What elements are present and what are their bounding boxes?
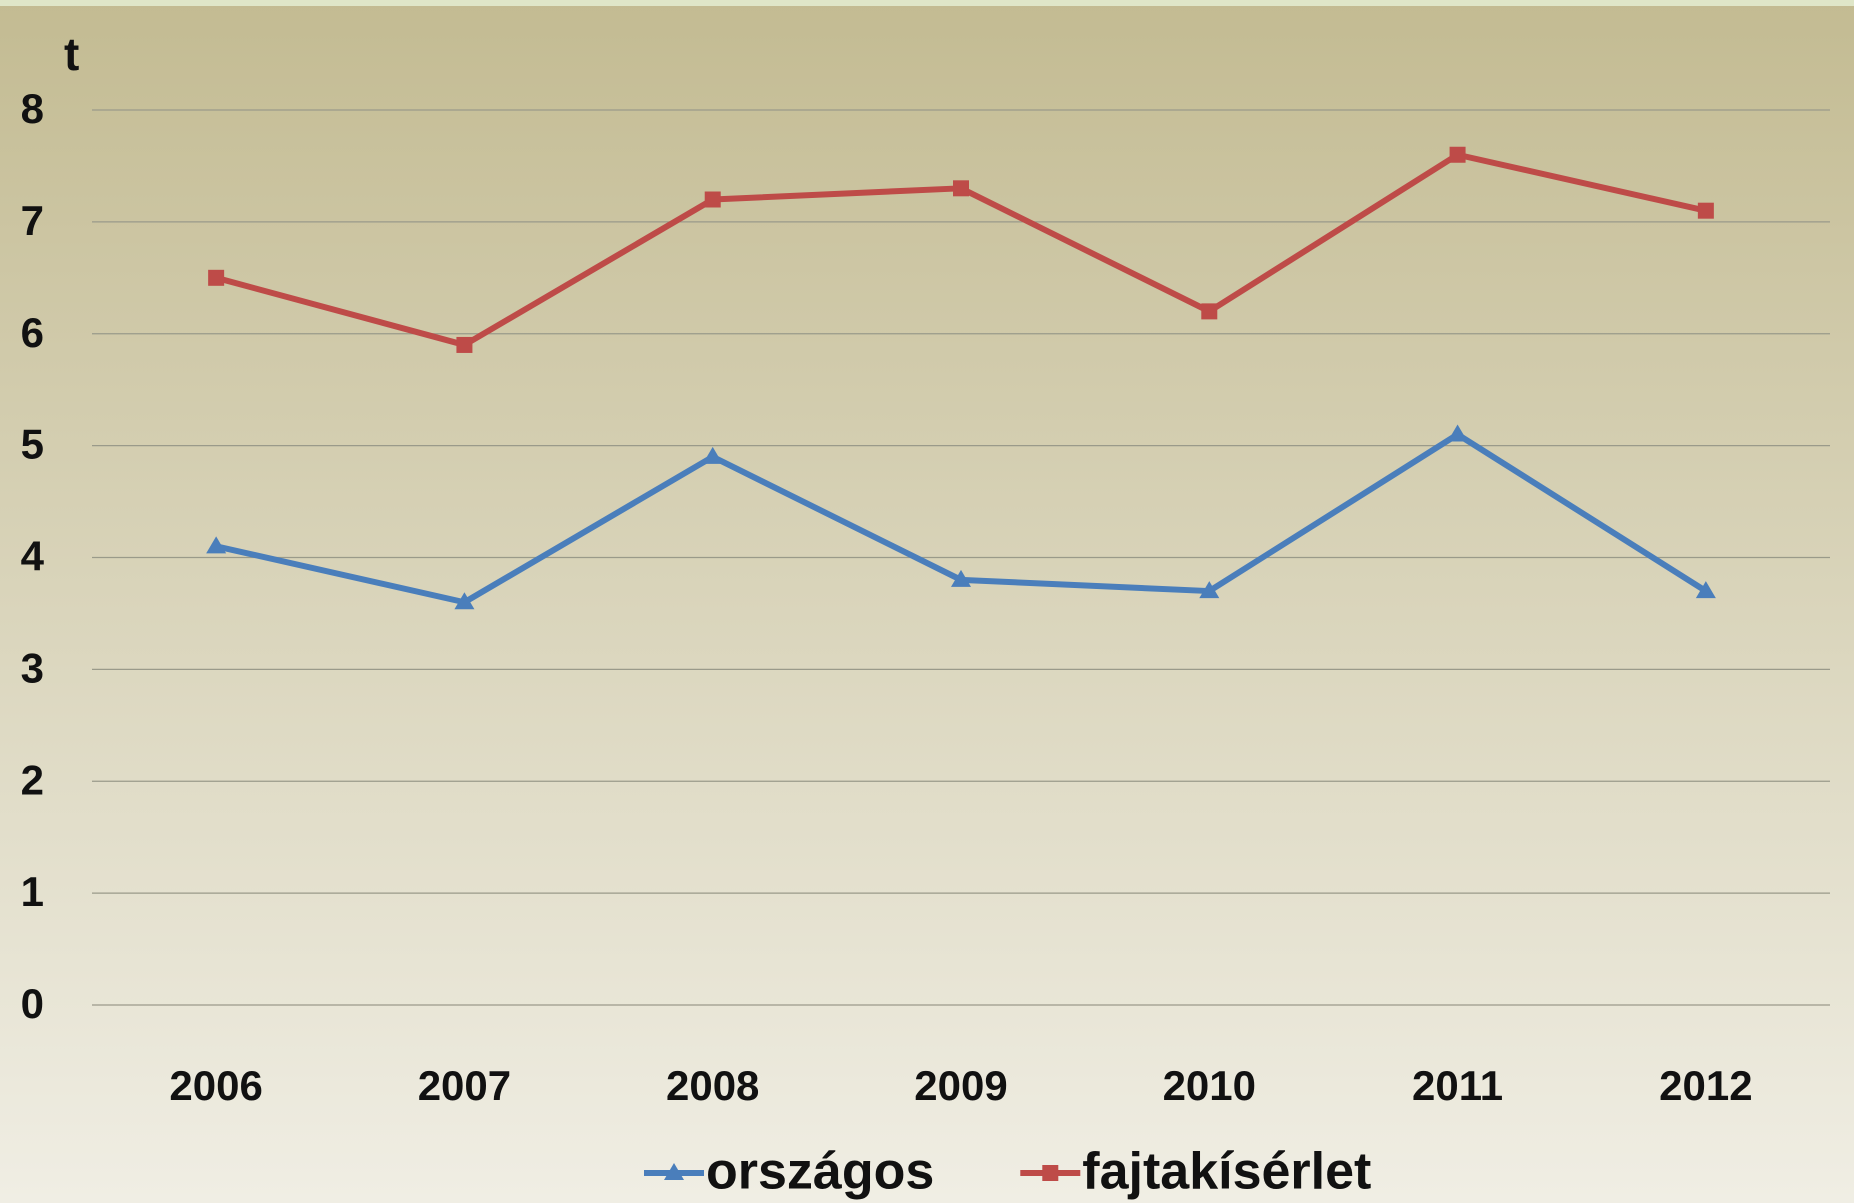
- marker-square: [1201, 303, 1218, 320]
- x-tick-label: 2009: [914, 1062, 1007, 1109]
- marker-square: [1449, 146, 1466, 163]
- x-tick-label: 2012: [1659, 1062, 1752, 1109]
- top-border: [0, 0, 1854, 6]
- marker-square: [1697, 202, 1714, 219]
- marker-triangle: [1447, 424, 1468, 442]
- legend-label: országos: [706, 1143, 934, 1201]
- legend-label: fajtakísérlet: [1082, 1143, 1371, 1201]
- y-tick-label: 6: [21, 309, 44, 356]
- legend-marker: [664, 1163, 684, 1180]
- y-tick-label: 4: [21, 533, 45, 580]
- marker-triangle: [702, 446, 723, 464]
- y-tick-label: 3: [21, 644, 44, 691]
- y-tick-label: 7: [21, 197, 44, 244]
- marker-square: [456, 336, 473, 353]
- y-tick-label: 5: [21, 421, 44, 468]
- x-tick-label: 2008: [666, 1062, 759, 1109]
- x-tick-label: 2007: [418, 1062, 511, 1109]
- y-tick-label: 8: [21, 85, 44, 132]
- y-tick-label: 0: [21, 980, 44, 1027]
- y-tick-label: 2: [21, 756, 44, 803]
- marker-triangle: [454, 592, 475, 610]
- marker-triangle: [206, 536, 227, 554]
- y-tick-label: 1: [21, 868, 44, 915]
- x-tick-label: 2010: [1163, 1062, 1256, 1109]
- marker-square: [704, 191, 721, 208]
- x-tick-label: 2011: [1412, 1062, 1503, 1109]
- marker-triangle: [951, 569, 971, 587]
- marker-square: [953, 180, 969, 197]
- x-tick-label: 2006: [169, 1062, 262, 1109]
- y-axis-label: t: [64, 28, 79, 80]
- marker-triangle: [1199, 581, 1220, 599]
- legend-marker: [1042, 1165, 1059, 1181]
- marker-triangle: [1695, 581, 1716, 599]
- marker-square: [208, 269, 225, 286]
